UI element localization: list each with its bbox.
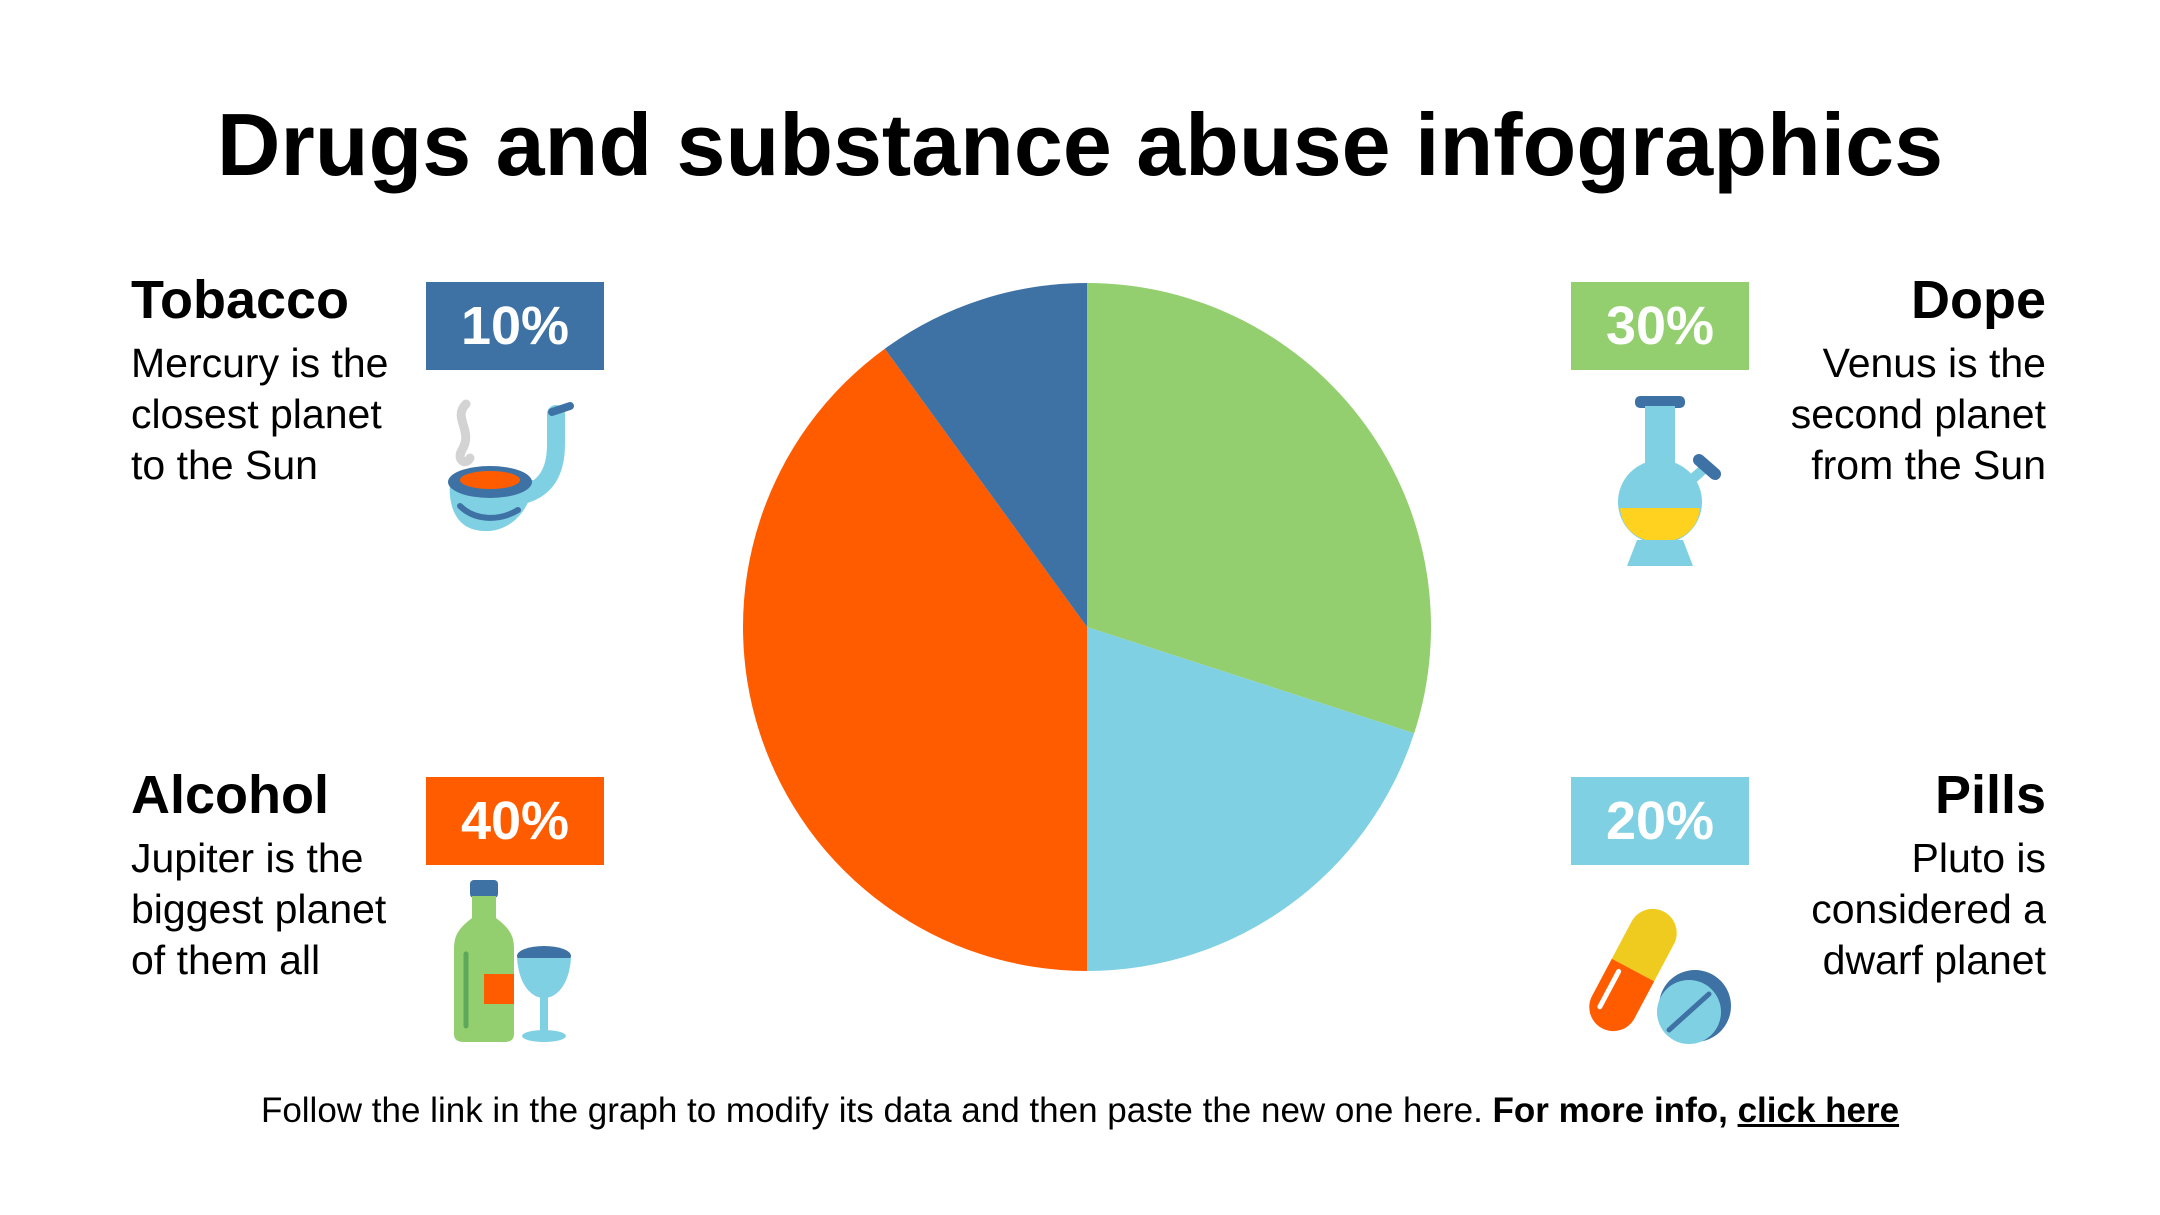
alcohol-description: Jupiter is the biggest planet of them al… [131, 833, 421, 986]
dope-percent-badge: 30% [1571, 282, 1749, 370]
alcohol-desc-line: Jupiter is the [131, 835, 364, 881]
alcohol-percent-badge: 40% [426, 777, 604, 865]
alcohol-title: Alcohol [131, 765, 329, 825]
pie-chart [742, 282, 1432, 972]
footer-text: Follow the link in the graph to modify i… [260, 1091, 1483, 1130]
tobacco-desc-line: to the Sun [131, 442, 318, 488]
pills-icon [1571, 878, 1749, 1056]
bong-icon [1571, 390, 1749, 568]
pills-description: Pluto is considered a dwarf planet [1756, 833, 2046, 986]
pills-percent-badge: 20% [1571, 777, 1749, 865]
pills-title: Pills [1934, 765, 2046, 825]
pie-slice-tobacco [884, 283, 1087, 627]
tobacco-percent-badge: 10% [426, 282, 604, 370]
page-title: Drugs and substance abuse infographics [216, 95, 1944, 194]
dope-desc-line: from the Sun [1811, 442, 2046, 488]
dope-description: Venus is the second planet from the Sun [1756, 338, 2046, 491]
dope-desc-line: second planet [1790, 391, 2046, 437]
bottle-and-glass-icon [426, 878, 604, 1056]
footer-note: Follow the link in the graph to modify i… [0, 1088, 2160, 1134]
tobacco-desc-line: Mercury is the [131, 340, 389, 386]
tobacco-title: Tobacco [131, 270, 350, 330]
pie-slice-dope [1087, 283, 1431, 734]
pills-desc-line: Pluto is [1911, 835, 2046, 881]
pipe-icon [426, 390, 604, 568]
pills-desc-line: dwarf planet [1822, 937, 2046, 983]
alcohol-block: Alcohol Jupiter is the biggest planet of… [131, 763, 421, 986]
pills-block: Pills Pluto is considered a dwarf planet [1756, 763, 2046, 986]
tobacco-block: Tobacco Mercury is the closest planet to… [131, 268, 421, 491]
dope-title: Dope [1911, 270, 2046, 330]
footer-bold-text: For more info, [1492, 1091, 1728, 1130]
tobacco-description: Mercury is the closest planet to the Sun [131, 338, 421, 491]
pills-desc-line: considered a [1811, 886, 2046, 932]
alcohol-desc-line: of them all [131, 937, 321, 983]
footer-link[interactable]: click here [1737, 1091, 1900, 1130]
dope-desc-line: Venus is the [1822, 340, 2046, 386]
dope-block: Dope Venus is the second planet from the… [1756, 268, 2046, 491]
pie-chart-svg [742, 283, 1431, 972]
tobacco-desc-line: closest planet [131, 391, 382, 437]
pie-slice-alcohol [742, 348, 1087, 972]
pie-slice-pills [1087, 627, 1415, 971]
alcohol-desc-line: biggest planet [131, 886, 387, 932]
